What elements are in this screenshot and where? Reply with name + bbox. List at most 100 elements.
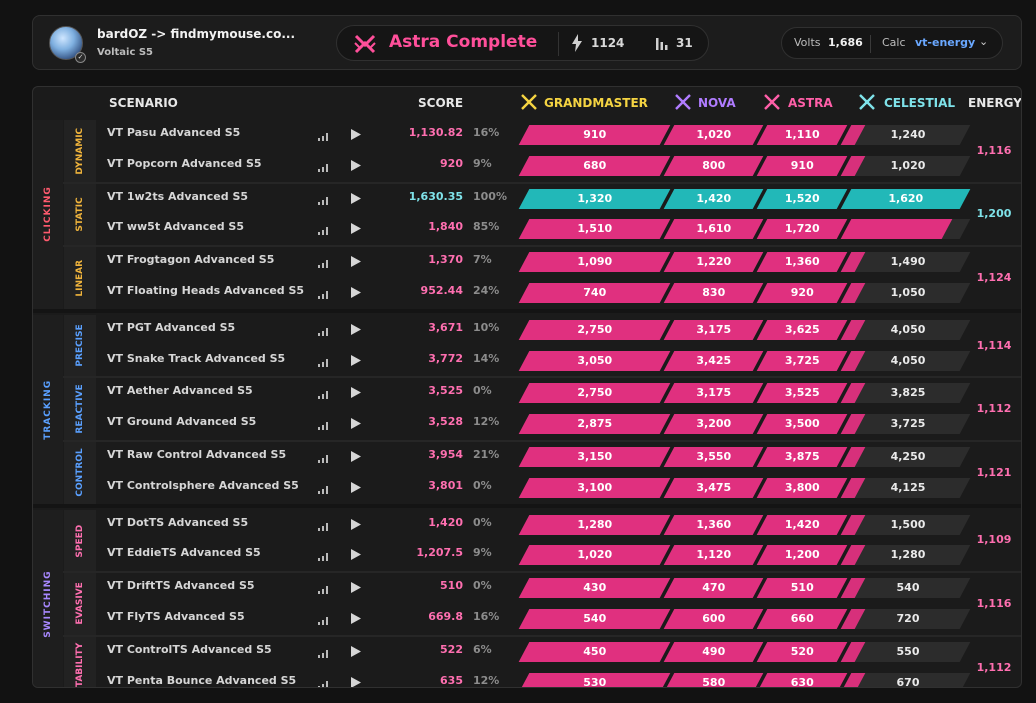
energy-value: 1,116 <box>976 143 1012 157</box>
scenario-name[interactable]: VT FlyTS Advanced S5 <box>107 610 245 623</box>
volts-value: 1,686 <box>828 36 863 49</box>
signal-bars-icon[interactable] <box>318 453 330 463</box>
rank-threshold-value: 2,875 <box>577 417 613 431</box>
rank-threshold-bar: 3,175 <box>663 383 764 404</box>
play-icon[interactable] <box>351 418 361 430</box>
signal-bars-icon[interactable] <box>318 162 330 172</box>
play-icon[interactable] <box>351 287 361 298</box>
rank-threshold-bar: 1,360 <box>663 514 764 535</box>
celestial-threshold-value: 550 <box>896 644 920 658</box>
rank-threshold-bar: 3,625 <box>756 319 848 340</box>
subcategory-column <box>64 509 96 572</box>
scenario-name[interactable]: VT DotTS Advanced S5 <box>107 515 249 529</box>
scenario-name[interactable]: VT Floating Heads Advanced S5 <box>107 284 305 297</box>
scenario-name[interactable]: VT EddieTS Advanced S5 <box>107 546 261 560</box>
scenario-name[interactable]: VT Frogtagon Advanced S5 <box>107 253 275 267</box>
signal-bars-icon[interactable] <box>318 357 330 367</box>
energy-value: 1,116 <box>976 597 1012 610</box>
astra-rank-icon <box>764 94 780 110</box>
grandmaster-rank-icon <box>521 94 537 110</box>
column-header-energy: ENERGY <box>968 96 1022 110</box>
progress-percent: 0% <box>473 515 492 529</box>
play-icon[interactable] <box>351 192 361 204</box>
play-icon[interactable] <box>351 676 361 688</box>
rank-threshold-value: 540 <box>583 612 607 625</box>
rank-summary: Astra Complete 1124 31 <box>336 25 709 61</box>
score-value: 1,420 <box>428 515 463 529</box>
signal-bars-icon[interactable] <box>318 195 330 205</box>
celestial-threshold-value: 1,500 <box>890 517 926 531</box>
signal-bars-icon[interactable] <box>318 584 330 595</box>
rank-threshold-bar: 2,875 <box>518 414 671 435</box>
rank-threshold-bar: 3,525 <box>756 383 848 404</box>
play-icon[interactable] <box>351 129 361 140</box>
play-icon[interactable] <box>351 518 361 530</box>
signal-bars-icon[interactable] <box>318 389 330 400</box>
column-header-score[interactable]: SCORE <box>418 96 464 110</box>
divider <box>63 376 1021 379</box>
signal-bars-icon[interactable] <box>318 551 330 562</box>
signal-bars-icon[interactable] <box>318 131 330 141</box>
signal-bars-icon[interactable] <box>318 225 330 236</box>
signal-bars-icon[interactable] <box>318 521 330 531</box>
calc-select[interactable]: vt-energy <box>915 36 976 49</box>
scenario-name[interactable]: VT Controlsphere Advanced S5 <box>107 478 299 492</box>
subcategory-column <box>64 120 96 182</box>
scenario-name[interactable]: VT Popcorn Advanced S5 <box>107 156 262 170</box>
user-name[interactable]: bardOZ -> findmymouse.co... <box>97 27 296 41</box>
rank-threshold-value: 3,550 <box>696 450 732 463</box>
divider <box>33 308 1021 313</box>
column-header-scenario[interactable]: SCENARIO <box>109 96 178 110</box>
play-icon[interactable] <box>351 613 361 624</box>
play-icon[interactable] <box>351 451 361 462</box>
subcategory-label: REACTIVE <box>75 384 85 434</box>
play-icon[interactable] <box>351 549 361 561</box>
rank-threshold-value: 1,020 <box>696 128 732 141</box>
scenario-name[interactable]: VT Pasu Advanced S5 <box>107 126 241 139</box>
scenario-name[interactable]: VT PGT Advanced S5 <box>107 320 236 334</box>
rank-threshold-value: 3,425 <box>696 353 732 367</box>
category-label: CLICKING <box>43 186 53 243</box>
rank-threshold-bar: 2,750 <box>518 319 671 340</box>
signal-bars-icon[interactable] <box>318 648 330 658</box>
energy-value: 1,124 <box>976 271 1012 284</box>
avatar[interactable] <box>49 26 83 60</box>
scenario-name[interactable]: VT Ground Advanced S5 <box>107 415 257 429</box>
play-icon[interactable] <box>351 159 361 171</box>
rank-threshold-bar: 680 <box>518 155 671 176</box>
rank-threshold-bar: 1,200 <box>756 545 848 566</box>
signal-bars-icon[interactable] <box>318 420 330 431</box>
rank-threshold-bar: 1,280 <box>518 514 671 535</box>
signal-bars-icon[interactable] <box>318 679 330 688</box>
rank-threshold-value: 800 <box>702 158 726 172</box>
chevron-down-icon[interactable]: ⌄ <box>979 35 989 48</box>
scenario-name[interactable]: VT Snake Track Advanced S5 <box>107 351 286 365</box>
signal-bars-icon[interactable] <box>318 484 330 494</box>
signal-bars-icon[interactable] <box>318 615 330 625</box>
signal-bars-icon[interactable] <box>318 289 330 299</box>
rank-threshold-value: 1,520 <box>784 191 820 205</box>
play-icon[interactable] <box>351 354 361 366</box>
progress-percent: 9% <box>473 156 492 170</box>
play-icon[interactable] <box>351 582 361 594</box>
subcategory-label: LINEAR <box>75 259 85 297</box>
volts-calc-panel: Volts 1,686 Calc vt-energy ⌄ <box>781 27 1003 59</box>
play-icon[interactable] <box>351 223 361 235</box>
scenario-name[interactable]: VT ww5t Advanced S5 <box>107 220 244 234</box>
scenario-name[interactable]: VT Aether Advanced S5 <box>107 384 253 398</box>
scenario-name[interactable]: VT 1w2ts Advanced S5 <box>107 189 249 203</box>
progress-percent: 12% <box>473 673 500 687</box>
play-icon[interactable] <box>351 645 361 657</box>
play-icon[interactable] <box>351 481 361 493</box>
scenario-name[interactable]: VT ControlTS Advanced S5 <box>107 642 272 656</box>
signal-bars-icon[interactable] <box>318 326 330 336</box>
score-value: 3,801 <box>428 478 463 492</box>
play-icon[interactable] <box>351 387 361 399</box>
play-icon[interactable] <box>351 256 361 268</box>
scenario-name[interactable]: VT Raw Control Advanced S5 <box>107 448 287 461</box>
signal-bars-icon[interactable] <box>318 258 330 269</box>
play-icon[interactable] <box>351 323 361 335</box>
rank-threshold-value: 3,475 <box>696 480 732 494</box>
scenario-name[interactable]: VT DriftTS Advanced S5 <box>107 579 255 593</box>
scenario-name[interactable]: VT Penta Bounce Advanced S5 <box>107 673 297 687</box>
